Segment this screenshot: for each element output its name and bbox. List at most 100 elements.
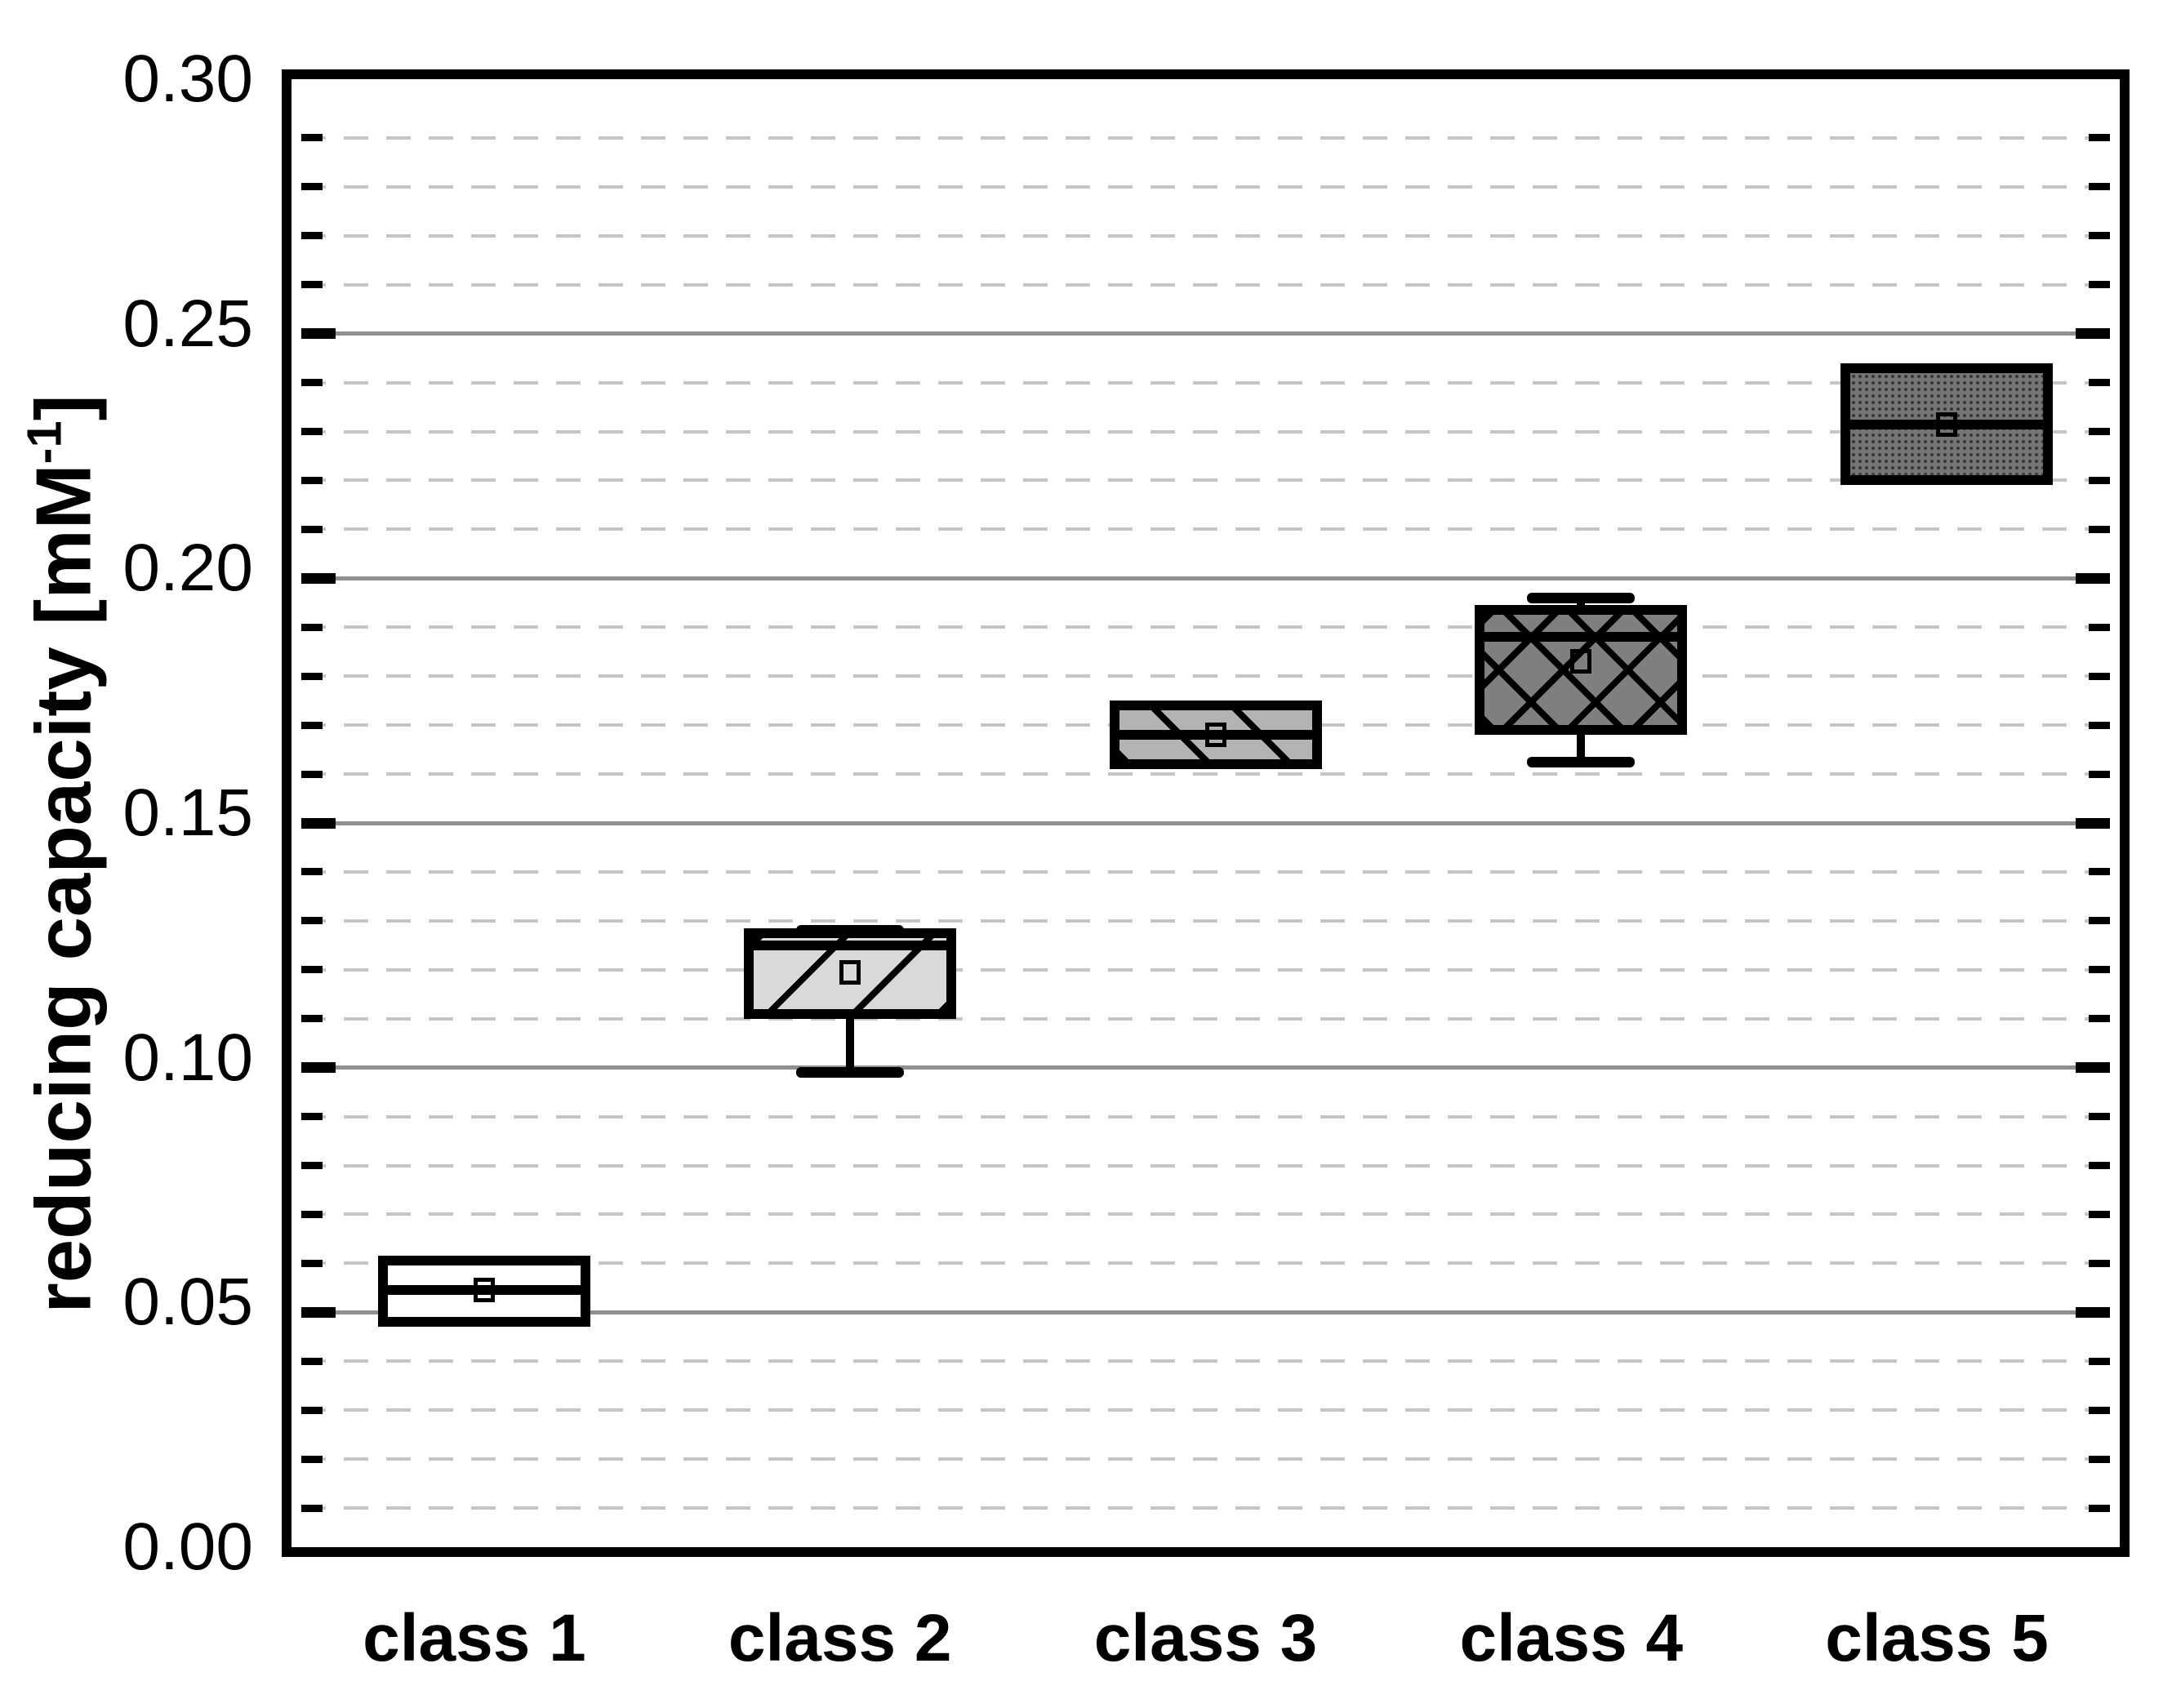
minor-gridline — [301, 674, 2110, 678]
median-line — [387, 1285, 581, 1296]
y-minor-tick-right — [2089, 476, 2110, 484]
minor-gridline — [301, 527, 2110, 532]
minor-gridline — [301, 918, 2110, 923]
minor-gridline — [301, 772, 2110, 776]
y-tick-label: 0.05 — [122, 1265, 253, 1340]
y-minor-tick-right — [2089, 770, 2110, 778]
y-major-tick-left — [301, 328, 336, 340]
y-tick-label: 0.25 — [122, 286, 253, 361]
mean-marker — [1936, 411, 1958, 437]
y-minor-tick-right — [2089, 1406, 2110, 1414]
whisker-high-stem — [1577, 598, 1586, 611]
y-minor-tick-left — [301, 379, 323, 387]
y-minor-tick-left — [301, 868, 323, 876]
y-minor-tick-right — [2089, 917, 2110, 925]
major-gridline — [301, 576, 2110, 580]
y-tick-label: 0.20 — [122, 531, 253, 606]
y-minor-tick-left — [301, 966, 323, 974]
x-tick-label: class 5 — [1825, 1601, 2049, 1675]
minor-gridline — [301, 1114, 2110, 1119]
y-minor-tick-left — [301, 428, 323, 436]
y-minor-tick-right — [2089, 1015, 2110, 1023]
y-major-tick-right — [2076, 1306, 2110, 1318]
minor-gridline — [301, 1457, 2110, 1461]
y-minor-tick-left — [301, 525, 323, 533]
y-minor-tick-right — [2089, 1210, 2110, 1218]
minor-gridline — [301, 870, 2110, 874]
y-major-tick-right — [2076, 817, 2110, 829]
median-line — [753, 940, 946, 950]
y-major-tick-right — [2076, 328, 2110, 340]
x-tick-label: class 3 — [1093, 1601, 1318, 1675]
plot-canvas — [301, 89, 2110, 1537]
minor-gridline — [301, 1506, 2110, 1510]
y-minor-tick-right — [2089, 868, 2110, 876]
y-tick-label: 0.30 — [122, 42, 253, 116]
y-minor-tick-left — [301, 672, 323, 680]
whisker-low-cap — [795, 1067, 904, 1079]
major-gridline — [301, 1310, 2110, 1314]
y-major-tick-left — [301, 1306, 336, 1318]
y-minor-tick-left — [301, 1259, 323, 1267]
whisker-low-stem — [1577, 730, 1586, 763]
minor-gridline — [301, 234, 2110, 238]
y-tick-label: 0.10 — [122, 1020, 253, 1095]
minor-gridline — [301, 625, 2110, 629]
y-minor-tick-left — [301, 183, 323, 191]
minor-gridline — [301, 185, 2110, 189]
whisker-high-cap — [1527, 592, 1636, 603]
minor-gridline — [301, 1261, 2110, 1265]
y-minor-tick-right — [2089, 1455, 2110, 1463]
y-minor-tick-right — [2089, 721, 2110, 729]
y-major-tick-left — [301, 572, 336, 584]
x-tick-label: class 4 — [1459, 1601, 1684, 1675]
y-minor-tick-right — [2089, 428, 2110, 436]
y-minor-tick-right — [2089, 966, 2110, 974]
y-minor-tick-left — [301, 1406, 323, 1414]
y-minor-tick-left — [301, 1504, 323, 1512]
y-tick-label: 0.15 — [122, 776, 253, 850]
mean-marker — [1204, 723, 1226, 748]
y-minor-tick-left — [301, 1162, 323, 1170]
minor-gridline — [301, 136, 2110, 140]
major-gridline — [301, 1065, 2110, 1070]
y-tick-label: 0.00 — [122, 1510, 253, 1584]
minor-gridline — [301, 429, 2110, 434]
mean-marker — [839, 959, 861, 985]
y-minor-tick-left — [301, 476, 323, 484]
y-axis-title-bracket: ] — [20, 394, 108, 421]
minor-gridline — [301, 967, 2110, 972]
y-minor-tick-right — [2089, 134, 2110, 142]
plot-area — [282, 69, 2130, 1557]
whisker-low-stem — [845, 1013, 854, 1073]
y-minor-tick-right — [2089, 1113, 2110, 1121]
y-minor-tick-right — [2089, 183, 2110, 191]
y-minor-tick-left — [301, 134, 323, 142]
y-minor-tick-left — [301, 1015, 323, 1023]
y-minor-tick-left — [301, 917, 323, 925]
y-minor-tick-left — [301, 1113, 323, 1121]
y-minor-tick-left — [301, 1210, 323, 1218]
y-minor-tick-left — [301, 232, 323, 240]
minor-gridline — [301, 1016, 2110, 1021]
y-major-tick-left — [301, 1062, 336, 1074]
y-minor-tick-right — [2089, 379, 2110, 387]
y-major-tick-left — [301, 817, 336, 829]
y-minor-tick-right — [2089, 281, 2110, 289]
y-minor-tick-right — [2089, 232, 2110, 240]
x-tick-label: class 2 — [728, 1601, 952, 1675]
minor-gridline — [301, 1359, 2110, 1363]
y-minor-tick-right — [2089, 1504, 2110, 1512]
y-minor-tick-left — [301, 1357, 323, 1365]
y-axis-title-superscript: -1 — [16, 420, 72, 465]
median-line — [1119, 730, 1312, 741]
y-minor-tick-left — [301, 1455, 323, 1463]
y-minor-tick-left — [301, 281, 323, 289]
y-minor-tick-left — [301, 721, 323, 729]
minor-gridline — [301, 1408, 2110, 1412]
y-minor-tick-right — [2089, 525, 2110, 533]
y-axis-title: reducing capacity [mM-1] — [16, 394, 109, 1313]
mean-marker — [1570, 649, 1592, 674]
mean-marker — [473, 1278, 495, 1303]
